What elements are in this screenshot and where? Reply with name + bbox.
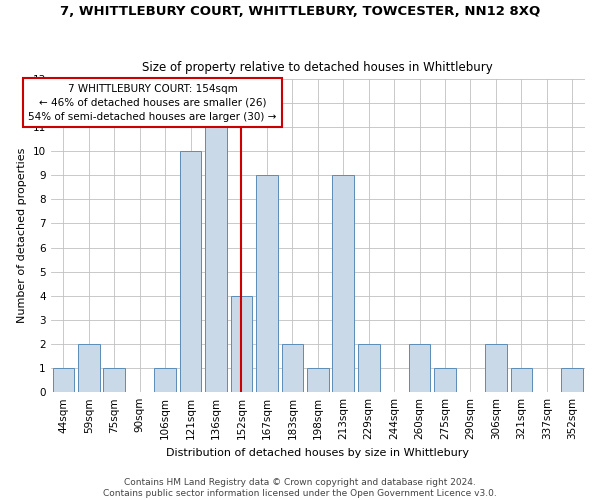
Text: 7 WHITTLEBURY COURT: 154sqm
← 46% of detached houses are smaller (26)
54% of sem: 7 WHITTLEBURY COURT: 154sqm ← 46% of det… bbox=[28, 84, 277, 122]
Bar bbox=[358, 344, 380, 392]
Bar bbox=[281, 344, 303, 392]
Bar bbox=[307, 368, 329, 392]
Bar bbox=[180, 151, 202, 392]
X-axis label: Distribution of detached houses by size in Whittlebury: Distribution of detached houses by size … bbox=[166, 448, 469, 458]
Title: Size of property relative to detached houses in Whittlebury: Size of property relative to detached ho… bbox=[142, 60, 493, 74]
Bar bbox=[53, 368, 74, 392]
Text: 7, WHITTLEBURY COURT, WHITTLEBURY, TOWCESTER, NN12 8XQ: 7, WHITTLEBURY COURT, WHITTLEBURY, TOWCE… bbox=[60, 5, 540, 18]
Bar bbox=[434, 368, 456, 392]
Y-axis label: Number of detached properties: Number of detached properties bbox=[17, 148, 27, 323]
Bar bbox=[511, 368, 532, 392]
Bar bbox=[409, 344, 430, 392]
Bar bbox=[256, 175, 278, 392]
Bar bbox=[205, 127, 227, 392]
Bar bbox=[485, 344, 507, 392]
Bar bbox=[230, 296, 252, 392]
Text: Contains HM Land Registry data © Crown copyright and database right 2024.
Contai: Contains HM Land Registry data © Crown c… bbox=[103, 478, 497, 498]
Bar bbox=[332, 175, 354, 392]
Bar bbox=[562, 368, 583, 392]
Bar bbox=[103, 368, 125, 392]
Bar bbox=[78, 344, 100, 392]
Bar bbox=[154, 368, 176, 392]
